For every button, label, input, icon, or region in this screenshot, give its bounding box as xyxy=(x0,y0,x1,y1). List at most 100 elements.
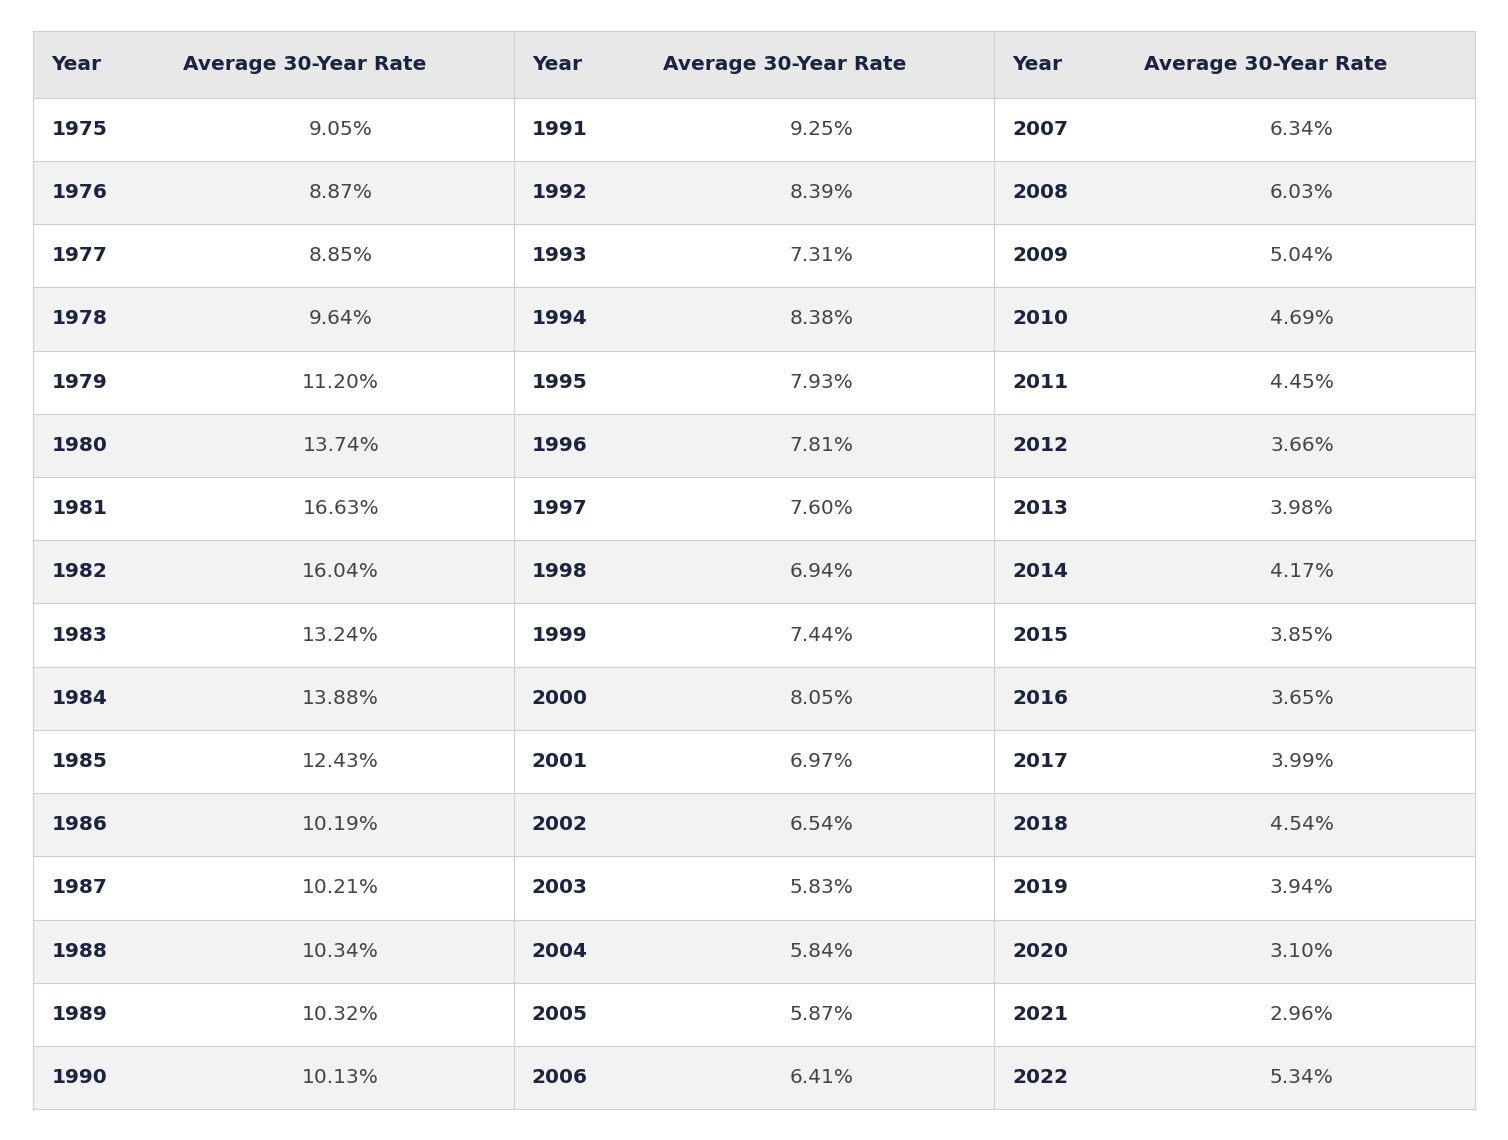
Text: 2022: 2022 xyxy=(1012,1068,1068,1088)
Text: 2013: 2013 xyxy=(1012,499,1068,518)
Text: 1976: 1976 xyxy=(51,184,107,202)
Text: 8.85%: 8.85% xyxy=(309,246,372,266)
Bar xyxy=(514,730,994,793)
Text: Year: Year xyxy=(532,55,582,74)
Bar xyxy=(33,350,514,414)
Text: 2014: 2014 xyxy=(1012,562,1068,581)
Text: 7.93%: 7.93% xyxy=(789,373,854,392)
Text: Year: Year xyxy=(51,55,101,74)
Text: 8.39%: 8.39% xyxy=(789,184,854,202)
Text: 12.43%: 12.43% xyxy=(302,752,379,771)
Text: 1991: 1991 xyxy=(532,120,588,139)
Text: 6.03%: 6.03% xyxy=(1270,184,1333,202)
Bar xyxy=(994,793,1475,856)
Text: 7.60%: 7.60% xyxy=(789,499,854,518)
Bar xyxy=(994,161,1475,225)
Bar xyxy=(514,603,994,667)
Text: 2001: 2001 xyxy=(532,752,588,771)
Text: 2021: 2021 xyxy=(1012,1004,1068,1024)
Text: 10.19%: 10.19% xyxy=(302,815,379,834)
Text: 2000: 2000 xyxy=(532,689,588,708)
Text: 9.05%: 9.05% xyxy=(309,120,372,139)
Bar xyxy=(33,667,514,730)
Bar xyxy=(514,667,994,730)
Text: 2006: 2006 xyxy=(532,1068,588,1088)
Text: 1994: 1994 xyxy=(532,309,588,328)
Text: Average 30-Year Rate: Average 30-Year Rate xyxy=(1145,55,1387,74)
Text: 1999: 1999 xyxy=(532,626,588,644)
Text: 2012: 2012 xyxy=(1012,435,1068,455)
Text: 2008: 2008 xyxy=(1012,184,1068,202)
Text: 1998: 1998 xyxy=(532,562,588,581)
Text: 9.25%: 9.25% xyxy=(789,120,854,139)
Text: 4.45%: 4.45% xyxy=(1270,373,1335,392)
Text: 6.97%: 6.97% xyxy=(789,752,854,771)
Text: 1987: 1987 xyxy=(51,879,107,897)
Bar xyxy=(994,730,1475,793)
Bar xyxy=(994,603,1475,667)
Bar xyxy=(514,414,994,477)
Text: 1995: 1995 xyxy=(532,373,588,392)
Text: 16.63%: 16.63% xyxy=(303,499,379,518)
Text: 2019: 2019 xyxy=(1012,879,1068,897)
Text: 16.04%: 16.04% xyxy=(302,562,379,581)
Bar xyxy=(33,540,514,603)
Text: 3.66%: 3.66% xyxy=(1270,435,1333,455)
Bar xyxy=(33,856,514,920)
Bar xyxy=(994,983,1475,1047)
Text: 13.24%: 13.24% xyxy=(302,626,379,644)
Text: 5.83%: 5.83% xyxy=(789,879,854,897)
Bar xyxy=(33,225,514,287)
Text: 3.85%: 3.85% xyxy=(1270,626,1333,644)
Bar xyxy=(33,730,514,793)
Text: 1985: 1985 xyxy=(51,752,107,771)
Text: Year: Year xyxy=(1012,55,1062,74)
Bar xyxy=(33,603,514,667)
Bar xyxy=(514,31,994,98)
Text: 2015: 2015 xyxy=(1012,626,1068,644)
Bar xyxy=(994,414,1475,477)
Text: 7.81%: 7.81% xyxy=(789,435,854,455)
Text: 4.17%: 4.17% xyxy=(1270,562,1335,581)
Text: 6.34%: 6.34% xyxy=(1270,120,1333,139)
Text: 1986: 1986 xyxy=(51,815,107,834)
Bar xyxy=(994,98,1475,161)
Bar xyxy=(33,920,514,983)
Text: 3.94%: 3.94% xyxy=(1270,879,1333,897)
Text: 2003: 2003 xyxy=(532,879,588,897)
Bar xyxy=(514,793,994,856)
Text: 4.69%: 4.69% xyxy=(1270,309,1333,328)
Bar xyxy=(994,920,1475,983)
Bar xyxy=(514,350,994,414)
Text: 4.54%: 4.54% xyxy=(1270,815,1335,834)
Text: 1977: 1977 xyxy=(51,246,107,266)
Text: 1990: 1990 xyxy=(51,1068,107,1088)
Text: 2002: 2002 xyxy=(532,815,588,834)
Text: 2020: 2020 xyxy=(1012,942,1068,961)
Text: 1982: 1982 xyxy=(51,562,107,581)
Text: Average 30-Year Rate: Average 30-Year Rate xyxy=(182,55,427,74)
Bar xyxy=(514,98,994,161)
Bar xyxy=(33,161,514,225)
Bar xyxy=(514,161,994,225)
Bar xyxy=(994,856,1475,920)
Text: 3.99%: 3.99% xyxy=(1270,752,1333,771)
Text: 1988: 1988 xyxy=(51,942,107,961)
Bar xyxy=(33,414,514,477)
Text: 6.94%: 6.94% xyxy=(789,562,854,581)
Text: 2005: 2005 xyxy=(532,1004,588,1024)
Text: 3.10%: 3.10% xyxy=(1270,942,1335,961)
Text: 10.32%: 10.32% xyxy=(302,1004,379,1024)
Text: 11.20%: 11.20% xyxy=(302,373,379,392)
Text: 2007: 2007 xyxy=(1012,120,1068,139)
Text: 5.84%: 5.84% xyxy=(789,942,854,961)
Text: 10.34%: 10.34% xyxy=(302,942,379,961)
Text: 6.54%: 6.54% xyxy=(789,815,854,834)
Text: 1983: 1983 xyxy=(51,626,107,644)
Bar xyxy=(33,98,514,161)
Text: 1992: 1992 xyxy=(532,184,588,202)
Text: 2004: 2004 xyxy=(532,942,588,961)
Text: 2010: 2010 xyxy=(1012,309,1068,328)
Bar xyxy=(33,983,514,1047)
Text: 1979: 1979 xyxy=(51,373,107,392)
